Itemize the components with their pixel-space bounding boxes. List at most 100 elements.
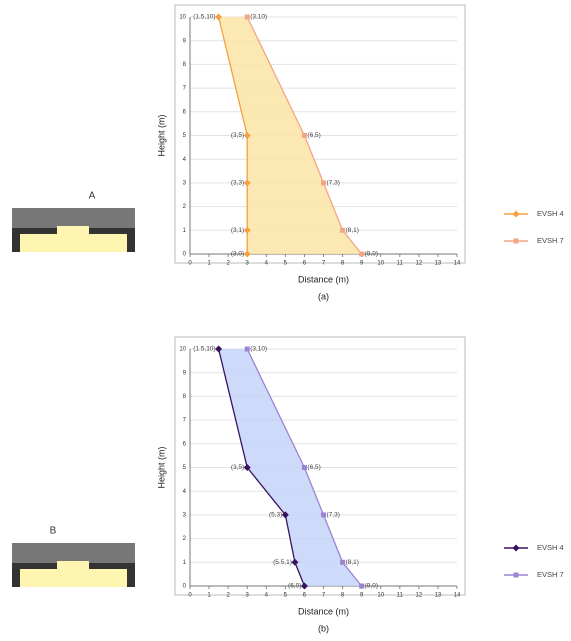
data-point <box>340 559 346 565</box>
area-fill <box>218 349 362 586</box>
x-tick-label: 13 <box>435 261 442 267</box>
thumbnail-a <box>12 208 135 252</box>
y-tick-label: 1 <box>183 228 187 234</box>
plot-frame <box>174 336 466 596</box>
thumbnail-b <box>12 543 135 587</box>
data-point <box>244 14 250 20</box>
x-tick-label: 5 <box>284 261 288 267</box>
data-point <box>340 227 346 233</box>
y-tick-label: 1 <box>183 560 187 566</box>
x-tick-label: 7 <box>322 593 326 599</box>
point-label: (7,3) <box>327 512 340 519</box>
point-label: (7,3) <box>327 180 340 187</box>
x-tick-label: 8 <box>341 593 345 599</box>
legend-marker <box>513 238 519 244</box>
y-tick-label: 0 <box>183 252 187 258</box>
x-tick-label: 6 <box>303 261 307 267</box>
y-tick-label: 8 <box>183 62 187 68</box>
point-label: (3,10) <box>250 14 267 21</box>
data-point <box>359 251 365 257</box>
x-tick-label: 12 <box>416 261 423 267</box>
point-label: (3,0) <box>231 251 244 258</box>
y-tick-label: 4 <box>183 489 187 495</box>
y-tick-label: 10 <box>179 15 186 21</box>
point-label: (1.5,10) <box>193 346 215 353</box>
x-tick-label: 12 <box>416 593 423 599</box>
x-axis-title: Distance (m) <box>298 606 349 616</box>
point-label: (6,5) <box>307 464 320 471</box>
x-tick-label: 10 <box>377 261 384 267</box>
caption: (b) <box>318 623 329 633</box>
point-label: (5.5,1) <box>273 559 292 566</box>
y-tick-label: 6 <box>183 441 187 447</box>
data-point <box>321 512 326 518</box>
point-label: (3,3) <box>231 180 244 187</box>
x-tick-label: 9 <box>360 261 364 267</box>
x-tick-label: 10 <box>377 593 384 599</box>
x-tick-label: 2 <box>226 261 230 267</box>
x-tick-label: 11 <box>397 593 404 599</box>
x-tick-label: 3 <box>246 261 250 267</box>
point-label: (3,10) <box>250 346 267 353</box>
data-point <box>243 179 251 187</box>
y-tick-label: 3 <box>183 512 187 518</box>
x-tick-label: 14 <box>454 261 461 267</box>
x-tick-label: 2 <box>226 593 230 599</box>
y-tick-label: 0 <box>183 584 187 590</box>
y-tick-label: 9 <box>183 38 187 44</box>
y-tick-label: 7 <box>183 86 187 92</box>
data-point <box>215 345 223 353</box>
legend-label: EVSH 4 <box>537 543 564 552</box>
data-point <box>291 558 299 566</box>
y-axis-title: Height (m) <box>156 114 166 156</box>
legend-label: EVSH 4 <box>537 209 564 218</box>
point-label: (9,0) <box>365 251 378 258</box>
data-point <box>243 132 251 139</box>
caption: (a) <box>318 291 329 301</box>
x-tick-label: 14 <box>454 593 461 599</box>
y-tick-label: 10 <box>179 347 186 353</box>
x-tick-label: 5 <box>284 593 288 599</box>
x-tick-label: 11 <box>397 261 404 267</box>
data-point <box>243 226 251 234</box>
data-point <box>321 180 326 186</box>
x-tick-label: 0 <box>188 593 192 599</box>
y-tick-label: 4 <box>183 157 187 163</box>
legend-marker <box>512 544 520 552</box>
x-tick-label: 9 <box>360 593 364 599</box>
x-tick-label: 0 <box>188 261 192 267</box>
point-label: (8,1) <box>346 559 359 566</box>
data-point <box>359 583 365 589</box>
y-tick-label: 2 <box>183 204 187 210</box>
data-point <box>281 511 289 519</box>
point-label: (3,5) <box>231 464 244 471</box>
point-label: (8,1) <box>346 227 359 234</box>
x-tick-label: 13 <box>435 593 442 599</box>
legend-label: EVSH 7 <box>537 236 564 245</box>
y-tick-label: 6 <box>183 109 187 115</box>
area-fill <box>218 17 362 254</box>
legend-marker <box>512 210 520 218</box>
y-tick-label: 2 <box>183 536 187 542</box>
y-axis-title: Height (m) <box>156 446 166 488</box>
point-label: (6,0) <box>288 583 301 590</box>
point-label: (3,5) <box>231 132 244 139</box>
data-point <box>243 464 251 471</box>
data-point <box>244 346 250 352</box>
x-tick-label: 7 <box>322 261 326 267</box>
x-tick-label: 1 <box>207 593 211 599</box>
y-tick-label: 9 <box>183 370 187 376</box>
thumbnail-label: B <box>50 526 57 537</box>
point-label: (1.5,10) <box>193 14 215 21</box>
legend-marker <box>513 572 519 578</box>
y-tick-label: 7 <box>183 418 187 424</box>
data-point <box>301 133 307 138</box>
point-label: (6,5) <box>307 132 320 139</box>
y-tick-label: 5 <box>183 465 187 471</box>
data-point <box>215 13 223 21</box>
point-label: (9,0) <box>365 583 378 590</box>
x-tick-label: 3 <box>246 593 250 599</box>
data-point <box>301 465 307 470</box>
x-tick-label: 1 <box>207 261 211 267</box>
